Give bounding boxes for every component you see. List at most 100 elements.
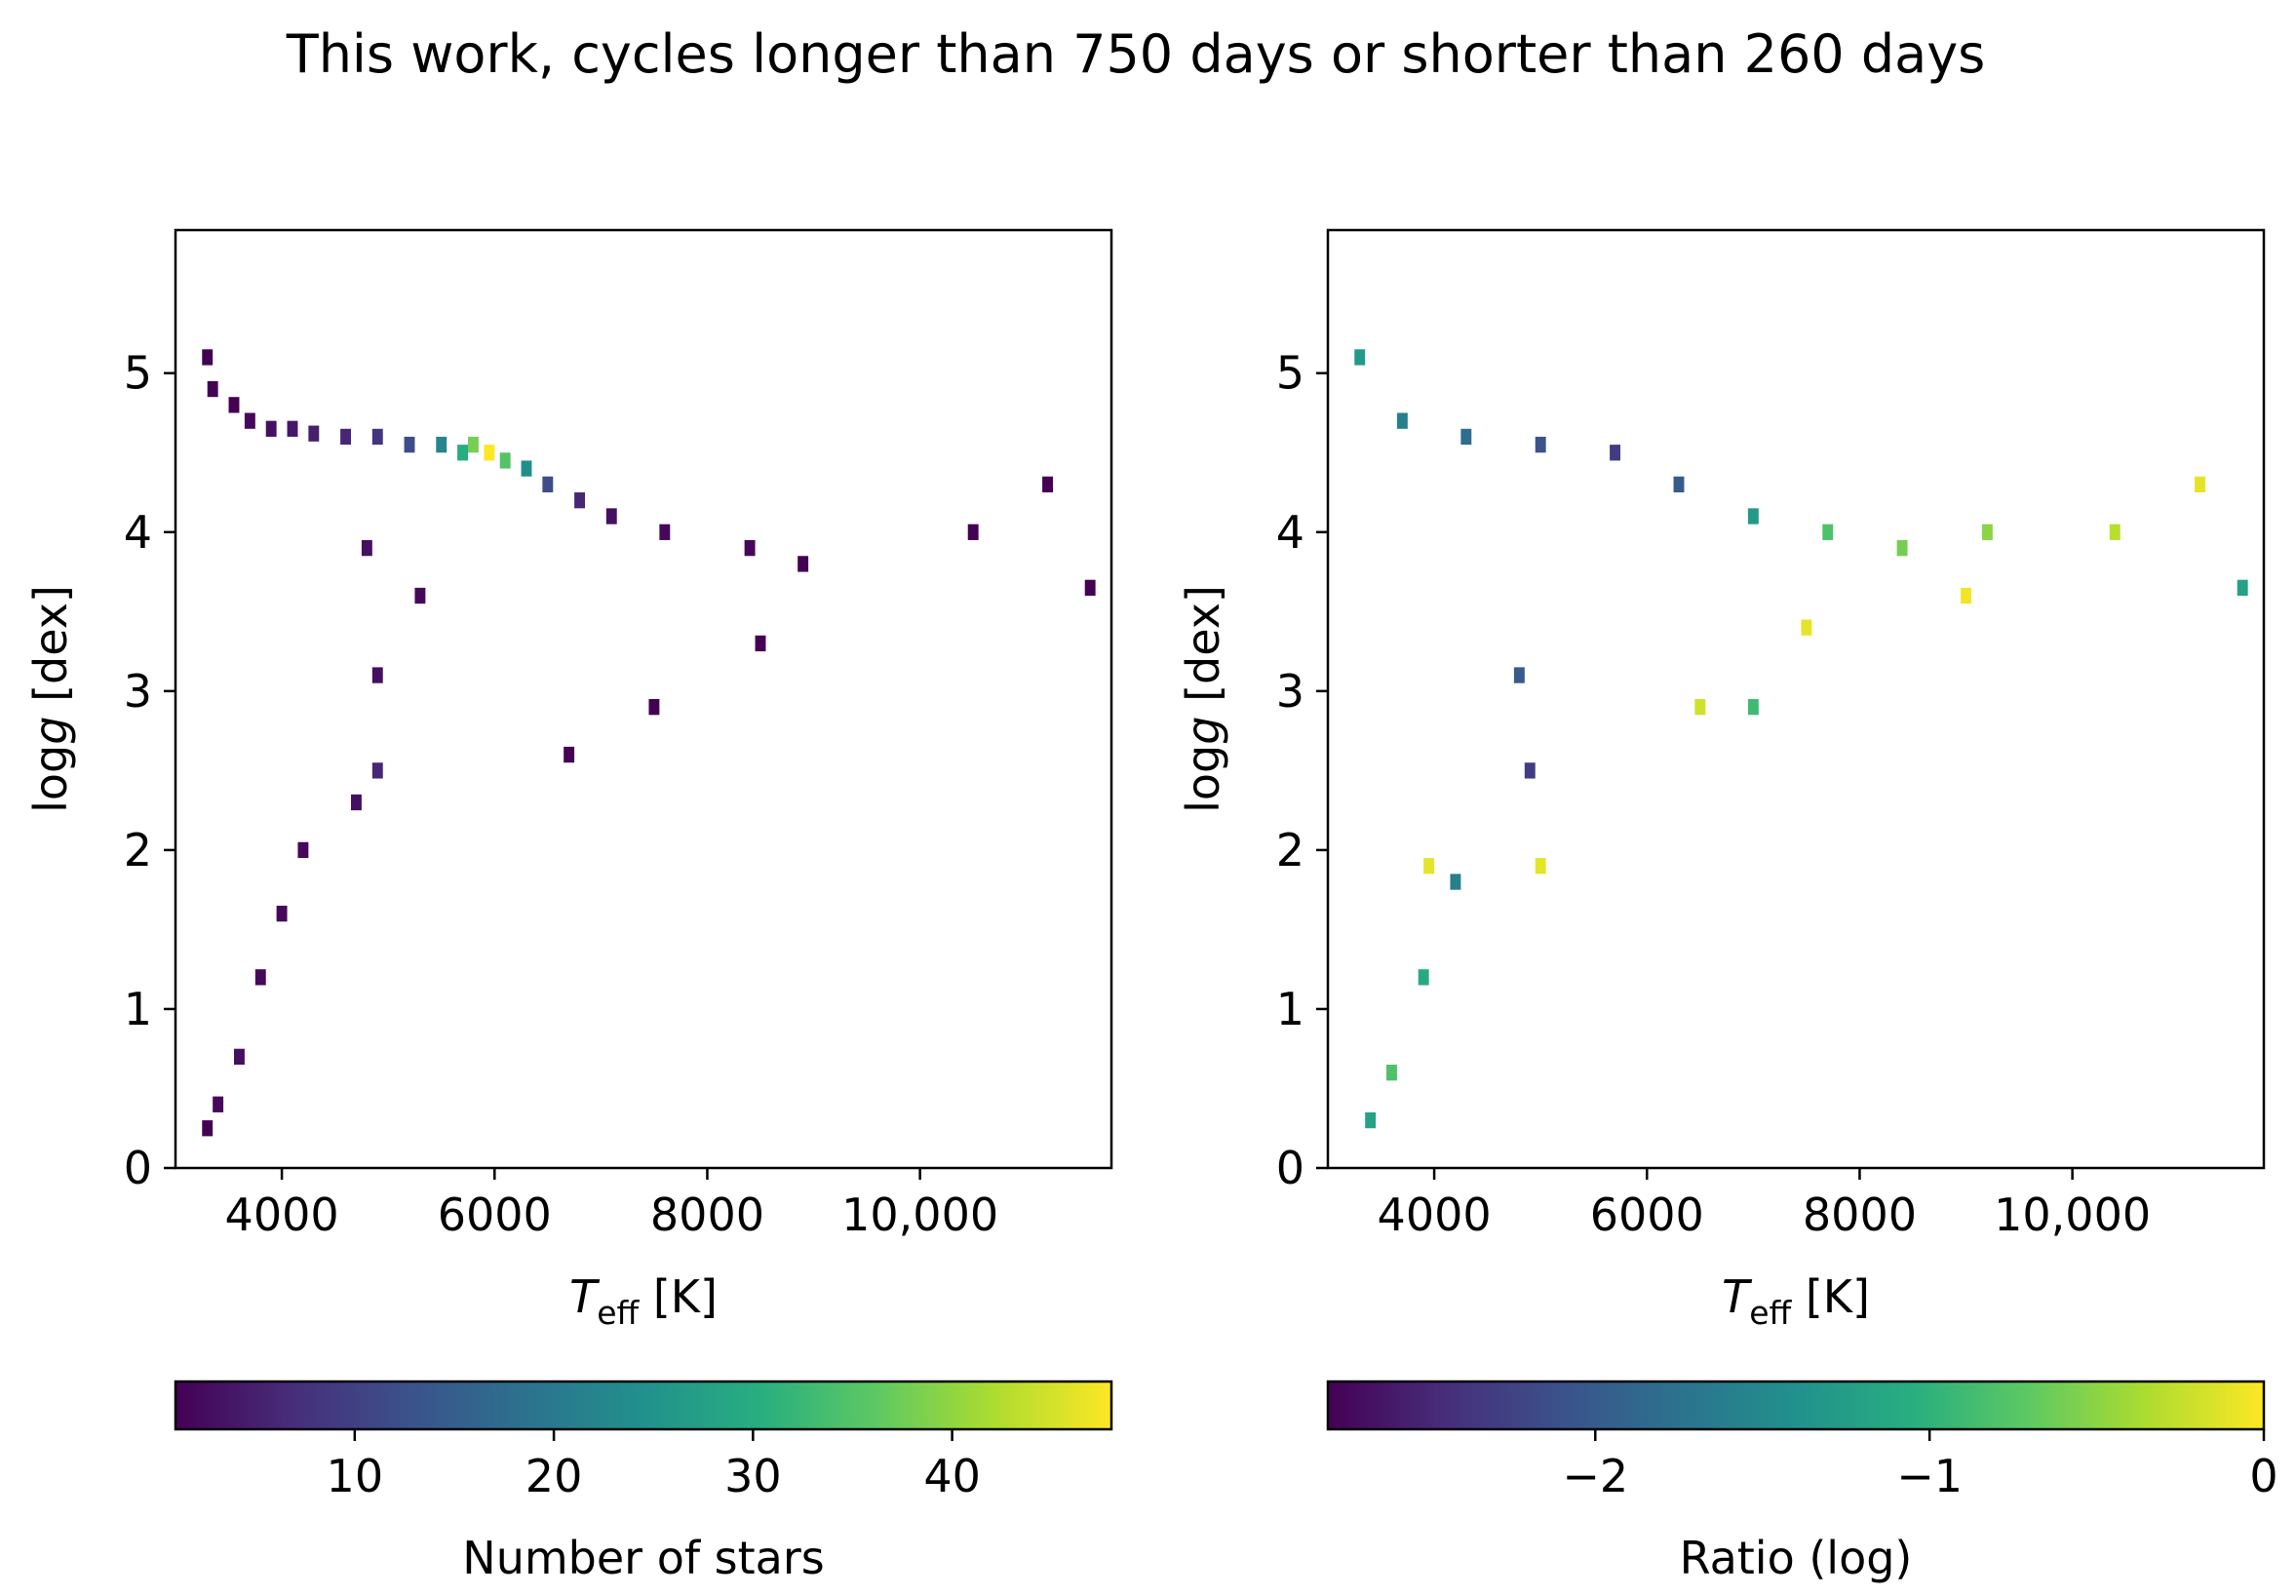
y-tick-label: 1 — [1276, 983, 1304, 1035]
heatmap-cell — [1801, 619, 1812, 636]
heatmap-cell — [1961, 587, 1971, 604]
heatmap-cell — [1042, 476, 1053, 493]
heatmap-cell — [1524, 762, 1536, 779]
right-y-label: logg [dex] — [1177, 585, 1229, 813]
heatmap-cell — [1694, 699, 1706, 716]
heatmap-cell — [371, 667, 383, 683]
y-tick-label: 1 — [124, 983, 152, 1035]
right-x-label: Teff [K] — [1722, 1270, 1870, 1332]
right-panel: 4000 6000 8000 10,000 0 1 2 3 4 5 Teff [K] logg … — [1177, 228, 2278, 1584]
heatmap-cell — [276, 905, 288, 922]
right-colorbar-ticks: −2 −1 0 — [1562, 1429, 2278, 1502]
heatmap-cell — [371, 762, 383, 779]
heatmap-cell — [1365, 1111, 1377, 1129]
y-tick-label: 4 — [124, 506, 152, 559]
heatmap-cell — [213, 1096, 224, 1112]
heatmap-cell — [1423, 858, 1435, 875]
left-y-axis: 0 1 2 3 4 5 — [124, 347, 175, 1194]
heatmap-cell — [798, 556, 809, 572]
heatmap-cell — [202, 349, 214, 366]
heatmap-cell — [605, 508, 617, 525]
heatmap-cell — [340, 428, 351, 446]
heatmap-cell — [755, 635, 766, 652]
x-tick-label: 4000 — [225, 1188, 339, 1241]
heatmap-cell — [1535, 858, 1546, 875]
left-heatmap-cells — [202, 349, 1096, 1137]
colorbar-tick-label: −1 — [1896, 1450, 1963, 1502]
x-tick-label: 4000 — [1378, 1188, 1492, 1241]
heatmap-cell — [2237, 579, 2248, 597]
colorbar-tick-label: 40 — [923, 1450, 981, 1502]
heatmap-cell — [1535, 436, 1546, 453]
left-plot-frame — [174, 228, 1113, 1170]
right-colorbar — [1326, 1380, 2266, 1431]
heatmap-cell — [234, 1048, 245, 1066]
heatmap-cell — [1418, 969, 1429, 986]
left-colorbar-label: Number of stars — [462, 1532, 824, 1584]
right-plot-frame — [1326, 228, 2266, 1170]
heatmap-cell — [967, 524, 979, 540]
y-tick-label: 2 — [1276, 824, 1304, 876]
left-colorbar — [174, 1380, 1113, 1431]
x-tick-label: 6000 — [438, 1188, 552, 1241]
left-x-label: Teff [K] — [569, 1270, 718, 1332]
heatmap-cell — [648, 699, 660, 716]
heatmap-cell — [202, 1120, 214, 1137]
heatmap-cell — [521, 460, 532, 477]
heatmap-cell — [1513, 667, 1525, 683]
heatmap-cell — [2195, 476, 2205, 493]
x-tick-label: 8000 — [650, 1188, 764, 1241]
heatmap-cell — [1981, 524, 1993, 540]
heatmap-cell — [499, 452, 511, 469]
right-y-axis: 0 1 2 3 4 5 — [1276, 347, 1328, 1194]
heatmap-cell — [404, 436, 415, 453]
y-tick-label: 4 — [1276, 506, 1304, 559]
figure-title: This work, cycles longer than 750 days o… — [286, 23, 1986, 85]
heatmap-cell — [457, 445, 468, 461]
right-colorbar-label: Ratio (log) — [1680, 1532, 1913, 1584]
heatmap-cell — [414, 587, 426, 604]
x-tick-label: 10,000 — [841, 1188, 998, 1241]
y-tick-label: 2 — [124, 824, 152, 876]
heatmap-cell — [297, 841, 309, 859]
heatmap-cell — [468, 436, 479, 453]
heatmap-cell — [1610, 445, 1620, 461]
heatmap-cell — [244, 412, 255, 429]
heatmap-cell — [484, 445, 495, 461]
heatmap-cell — [1354, 349, 1366, 366]
y-tick-label: 0 — [124, 1142, 152, 1194]
heatmap-cell — [254, 969, 266, 986]
y-tick-label: 5 — [124, 347, 152, 400]
x-tick-label: 8000 — [1803, 1188, 1917, 1241]
right-heatmap-cells — [1354, 349, 2248, 1129]
y-tick-label: 3 — [124, 665, 152, 718]
colorbar-tick-label: 20 — [525, 1450, 583, 1502]
left-y-label: logg [dex] — [24, 585, 77, 813]
left-x-axis: 4000 6000 8000 10,000 — [225, 1168, 998, 1241]
heatmap-cell — [371, 428, 383, 446]
heatmap-cell — [2109, 524, 2121, 540]
heatmap-cell — [207, 380, 218, 398]
heatmap-cell — [1460, 428, 1472, 446]
heatmap-cell — [308, 425, 320, 442]
heatmap-cell — [542, 476, 554, 493]
heatmap-cell — [1084, 579, 1096, 597]
heatmap-cell — [265, 420, 277, 437]
heatmap-cell — [744, 539, 756, 557]
x-tick-label: 10,000 — [1994, 1188, 2151, 1241]
colorbar-tick-label: 30 — [724, 1450, 782, 1502]
heatmap-cell — [351, 794, 362, 811]
heatmap-cell — [228, 397, 240, 413]
y-tick-label: 0 — [1276, 1142, 1304, 1194]
colorbar-tick-label: −2 — [1562, 1450, 1628, 1502]
heatmap-cell — [1896, 539, 1908, 557]
heatmap-cell — [1673, 476, 1685, 493]
heatmap-cell — [659, 524, 671, 540]
colorbar-tick-label: 10 — [327, 1450, 384, 1502]
heatmap-cell — [1747, 699, 1759, 716]
left-colorbar-ticks: 10 20 30 40 — [327, 1429, 981, 1502]
heatmap-cell — [361, 539, 372, 557]
x-tick-label: 6000 — [1590, 1188, 1704, 1241]
right-x-axis: 4000 6000 8000 10,000 — [1378, 1168, 2151, 1241]
